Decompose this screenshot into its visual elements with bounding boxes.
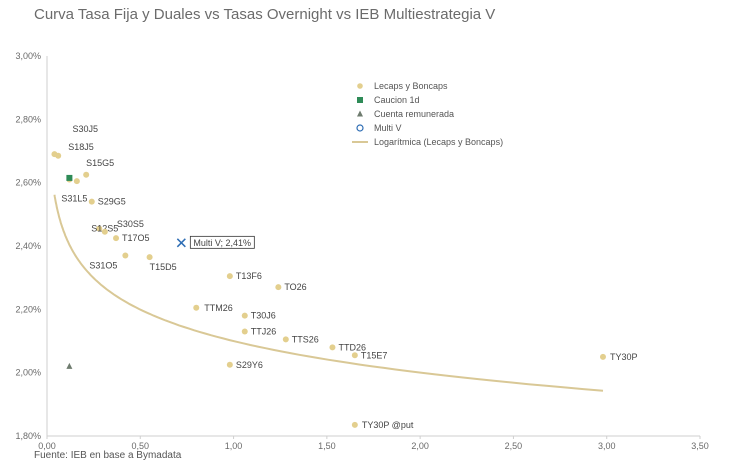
legend-label: Lecaps y Boncaps — [374, 81, 448, 91]
legend-marker — [356, 124, 364, 132]
lecaps-point — [193, 304, 200, 311]
point-label: S18J5 — [68, 142, 94, 152]
lecaps-point — [241, 312, 248, 319]
point-label: TTD26 — [338, 342, 366, 352]
point-label: S29Y6 — [236, 360, 263, 370]
lecaps-point — [73, 178, 80, 185]
point-label: TO26 — [284, 282, 306, 292]
lecaps-point — [226, 273, 233, 280]
chart-source: Fuente: IEB en base a Bymadata — [34, 450, 182, 461]
lecaps-point — [122, 252, 129, 259]
x-tick-label: 2,00 — [411, 441, 429, 451]
x-tick-label: 0,00 — [38, 441, 56, 451]
y-tick-label: 2,20% — [15, 304, 41, 314]
point-label: T30J6 — [251, 311, 276, 321]
legend-label: Cuenta remunerada — [374, 109, 454, 119]
multi-v-point — [176, 238, 186, 248]
x-tick-label: 0,50 — [132, 441, 150, 451]
lecaps-point — [241, 328, 248, 335]
y-tick-label: 1,80% — [15, 431, 41, 441]
lecaps-point — [55, 152, 62, 159]
point-label: T13F6 — [236, 271, 262, 281]
y-tick-label: 2,00% — [15, 368, 41, 378]
point-label: TTM26 — [204, 303, 233, 313]
lecaps-point — [113, 235, 120, 242]
x-tick-label: 3,00 — [598, 441, 616, 451]
y-tick-label: 3,00% — [15, 51, 41, 61]
point-label: TY30P @put — [362, 420, 414, 430]
lecaps-point — [329, 344, 336, 351]
lecaps-point — [96, 225, 103, 232]
caucion-point — [66, 174, 73, 181]
lecaps-point — [599, 353, 606, 360]
point-label: S15G5 — [86, 158, 114, 168]
point-label: T15E7 — [361, 350, 388, 360]
lecaps-point — [83, 171, 90, 178]
lecaps-point — [351, 421, 358, 428]
lecaps-point — [275, 284, 282, 291]
point-label: TY30P — [610, 352, 638, 362]
point-label: S30S5 — [117, 219, 144, 229]
lecaps-point — [282, 336, 289, 343]
y-tick-label: 2,40% — [15, 241, 41, 251]
x-tick-label: 1,00 — [225, 441, 243, 451]
chart-title: Curva Tasa Fija y Duales vs Tasas Overni… — [34, 6, 496, 23]
x-tick-label: 2,50 — [505, 441, 523, 451]
point-label: T17O5 — [122, 233, 150, 243]
y-tick-label: 2,80% — [15, 114, 41, 124]
lecaps-point — [226, 361, 233, 368]
y-tick-label: 2,60% — [15, 178, 41, 188]
trendline-curve — [53, 194, 604, 392]
x-tick-label: 1,50 — [318, 441, 336, 451]
x-tick-label: 3,50 — [691, 441, 709, 451]
point-label: S31O5 — [89, 261, 117, 271]
multi-v-label: Multi V; 2,41% — [193, 238, 251, 248]
legend-label: Caucion 1d — [374, 95, 420, 105]
point-label: TTJ26 — [251, 327, 277, 337]
lecaps-point — [88, 198, 95, 205]
point-label: S31L5 — [61, 194, 87, 204]
point-label: TTS26 — [292, 334, 319, 344]
legend-marker — [357, 110, 363, 117]
point-label: S29G5 — [98, 197, 126, 207]
legend-marker — [357, 97, 363, 103]
lecaps-point — [351, 352, 358, 359]
point-label: T15D5 — [150, 262, 177, 272]
lecaps-point — [101, 228, 108, 235]
cuenta-point — [66, 362, 73, 369]
lecaps-point — [146, 254, 153, 261]
legend-label: Multi V — [374, 123, 402, 133]
multi-v-label-box — [189, 235, 255, 249]
legend-label: Logarítmica (Lecaps y Boncaps) — [374, 137, 503, 147]
point-label: S30J5 — [72, 124, 98, 134]
point-label: S12S5 — [91, 224, 118, 234]
legend-marker — [357, 83, 363, 89]
